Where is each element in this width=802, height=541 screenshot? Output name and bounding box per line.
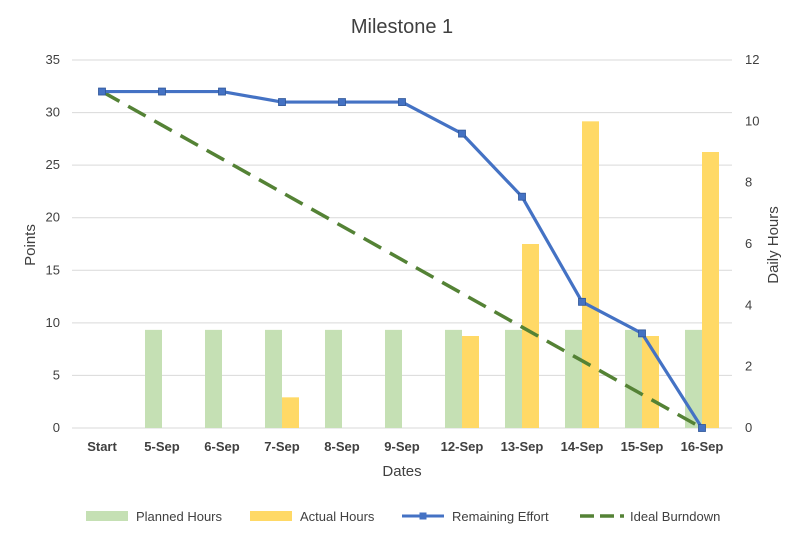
category-label: 14-Sep — [561, 439, 604, 454]
category-label: 6-Sep — [204, 439, 239, 454]
bar-planned-hours — [325, 329, 342, 428]
y-axis-title: Points — [22, 224, 39, 266]
legend-item-planned-hours: Planned Hours — [86, 509, 222, 524]
marker-remaining-effort — [278, 98, 286, 106]
left-tick-label: 30 — [46, 105, 60, 120]
right-tick-label: 2 — [745, 359, 752, 374]
right-tick-label: 8 — [745, 175, 752, 190]
left-tick-label: 25 — [46, 157, 60, 172]
legend-label: Planned Hours — [136, 509, 222, 524]
legend-item-ideal-burndown: Ideal Burndown — [580, 509, 720, 524]
category-label: Start — [87, 439, 117, 454]
category-label: 12-Sep — [441, 439, 484, 454]
bar-planned-hours — [565, 329, 582, 428]
category-label: 13-Sep — [501, 439, 544, 454]
category-label: 16-Sep — [681, 439, 724, 454]
legend-item-actual-hours: Actual Hours — [250, 509, 375, 524]
bar-planned-hours — [445, 329, 462, 428]
legend-label: Remaining Effort — [452, 509, 549, 524]
legend: Planned Hours Actual Hours Remaining Effor… — [86, 509, 720, 524]
right-tick-label: 6 — [745, 236, 752, 251]
bar-actual-hours — [282, 397, 299, 428]
marker-remaining-effort — [158, 87, 166, 96]
left-axis-ticks: 0 5 10 15 20 25 30 35 — [46, 52, 60, 435]
legend-marker — [419, 512, 427, 520]
marker-remaining-effort — [518, 192, 526, 201]
right-tick-label: 0 — [745, 420, 752, 435]
legend-swatch — [250, 511, 292, 521]
bar-actual-hours — [642, 336, 659, 428]
category-label: 7-Sep — [264, 439, 299, 454]
legend-item-remaining-effort: Remaining Effort — [402, 509, 549, 524]
bar-planned-hours — [625, 329, 642, 428]
category-label: 8-Sep — [324, 439, 359, 454]
chart-title: Milestone 1 — [351, 16, 453, 38]
left-tick-label: 10 — [46, 315, 60, 330]
bar-planned-hours — [685, 329, 702, 428]
bar-actual-hours — [462, 336, 479, 428]
left-tick-label: 0 — [53, 420, 60, 435]
right-tick-label: 12 — [745, 52, 759, 67]
x-axis-title: Dates — [382, 463, 421, 480]
left-tick-label: 15 — [46, 262, 60, 277]
marker-remaining-effort — [458, 129, 466, 138]
bar-actual-hours — [702, 152, 719, 428]
bar-planned-hours — [145, 329, 162, 428]
bar-planned-hours — [505, 329, 522, 428]
left-tick-label: 20 — [46, 210, 60, 225]
category-label: 15-Sep — [621, 439, 664, 454]
marker-remaining-effort — [578, 297, 586, 306]
bar-planned-hours — [385, 329, 402, 428]
marker-remaining-effort — [338, 98, 346, 106]
gridlines — [72, 59, 732, 429]
legend-label: Ideal Burndown — [630, 509, 720, 524]
marker-remaining-effort — [218, 87, 226, 96]
category-labels: Start 5-Sep 6-Sep 7-Sep 8-Sep 9-Sep 12-Sep 13-S… — [87, 439, 723, 454]
right-axis-ticks: 0 2 4 6 8 10 12 — [745, 52, 759, 435]
marker-remaining-effort — [698, 424, 706, 432]
left-tick-label: 35 — [46, 52, 60, 67]
legend-label: Actual Hours — [300, 509, 375, 524]
legend-swatch — [86, 511, 128, 521]
marker-remaining-effort — [638, 329, 646, 338]
line-ideal-burndown — [101, 90, 703, 430]
bar-actual-hours — [522, 244, 539, 428]
y2-axis-title: Daily Hours — [765, 206, 782, 284]
right-tick-label: 4 — [745, 297, 752, 312]
marker-remaining-effort — [98, 87, 106, 96]
bar-planned-hours — [205, 329, 222, 428]
category-label: 5-Sep — [144, 439, 179, 454]
bar-series — [145, 121, 719, 428]
right-tick-label: 10 — [745, 113, 759, 128]
left-tick-label: 5 — [53, 367, 60, 382]
marker-remaining-effort — [398, 98, 406, 106]
bar-planned-hours — [265, 329, 282, 428]
bar-actual-hours — [582, 121, 599, 428]
category-label: 9-Sep — [384, 439, 419, 454]
line-series — [98, 87, 706, 432]
